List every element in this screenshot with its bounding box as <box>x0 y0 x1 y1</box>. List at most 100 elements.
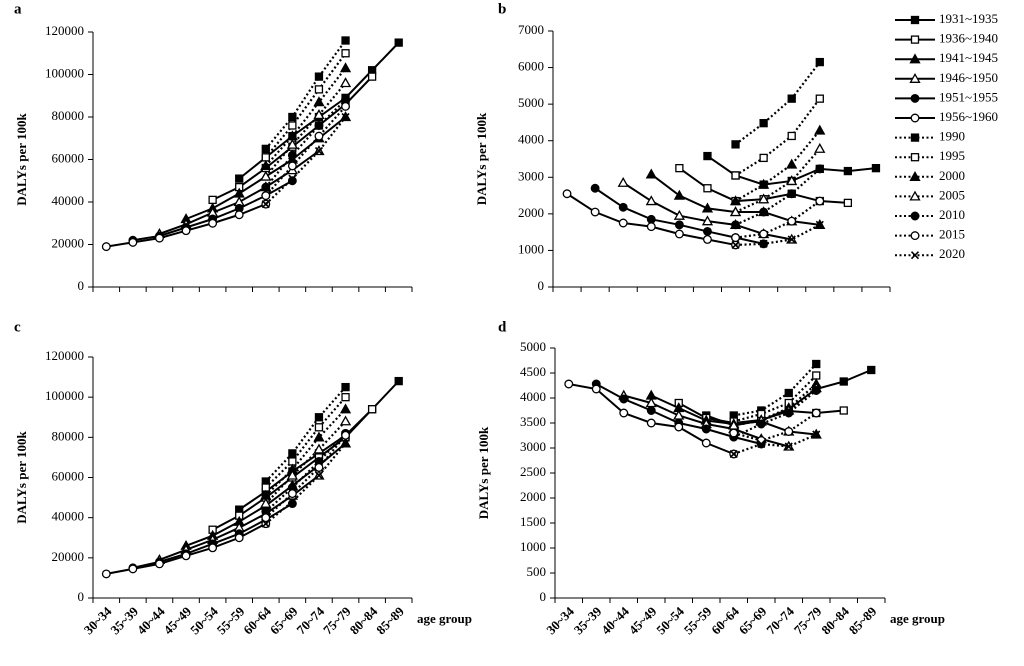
marker <box>731 233 740 243</box>
legend-label: 1990 <box>939 129 965 144</box>
legend-label: 2000 <box>939 168 965 183</box>
marker <box>674 422 684 432</box>
y-tick-label: 6000 <box>518 59 544 74</box>
marker <box>815 220 824 229</box>
y-tick-label: 4500 <box>520 364 546 379</box>
marker <box>288 497 297 506</box>
legend-label: 1956~1960 <box>939 109 998 124</box>
marker <box>314 471 324 480</box>
marker <box>812 430 821 439</box>
series-line <box>735 168 821 226</box>
marker <box>288 121 297 130</box>
series-line <box>735 223 821 247</box>
x-tick-label: 65~69 <box>267 603 301 637</box>
panel-label: d <box>498 319 507 335</box>
marker <box>701 424 711 434</box>
marker <box>128 237 138 247</box>
marker <box>646 418 656 428</box>
marker <box>341 112 350 122</box>
marker <box>729 449 738 459</box>
y-tick-label: 120000 <box>45 348 84 363</box>
legend-marker <box>910 35 920 44</box>
marker <box>313 96 325 107</box>
marker <box>674 220 684 230</box>
marker <box>703 235 712 244</box>
y-tick-label: 500 <box>527 564 547 579</box>
legend-marker <box>909 53 921 64</box>
marker <box>339 415 352 426</box>
marker <box>619 408 629 418</box>
marker <box>729 206 742 217</box>
series-line <box>264 105 347 197</box>
legend-label: 1946~1950 <box>939 70 998 85</box>
marker <box>787 94 796 103</box>
marker <box>784 427 794 436</box>
marker <box>867 365 876 375</box>
marker <box>839 377 848 386</box>
marker <box>261 513 271 523</box>
marker <box>759 207 769 217</box>
legend-label: 2020 <box>939 246 965 261</box>
marker <box>261 191 271 201</box>
panel-label: a <box>14 1 22 17</box>
marker <box>815 196 825 206</box>
marker <box>288 112 297 122</box>
x-tick-label: 50~54 <box>653 603 687 637</box>
x-tick-label: 75~79 <box>791 603 825 637</box>
series-line <box>264 99 347 188</box>
y-tick-label: 0 <box>78 589 85 604</box>
series-line <box>733 389 817 438</box>
marker <box>341 393 350 402</box>
marker <box>787 131 796 141</box>
y-tick-label: 5000 <box>520 339 546 354</box>
series-line <box>264 82 347 178</box>
y-tick-label: 0 <box>78 278 85 293</box>
marker <box>155 559 164 569</box>
series-line <box>265 116 347 205</box>
marker <box>287 150 297 160</box>
marker <box>646 222 656 232</box>
legend-label: 2005 <box>939 187 965 202</box>
marker <box>756 419 766 429</box>
marker <box>731 220 740 230</box>
legend-marker <box>909 190 921 201</box>
marker <box>261 153 270 162</box>
x-tick-label: 70~74 <box>293 603 327 637</box>
marker <box>339 403 352 414</box>
series-line <box>733 363 818 417</box>
marker <box>759 153 768 163</box>
marker <box>101 242 111 252</box>
marker <box>235 174 244 183</box>
series-line <box>264 420 347 505</box>
marker <box>261 200 270 209</box>
marker <box>339 77 352 88</box>
marker <box>731 140 740 149</box>
x-tick-label: 75~79 <box>320 603 354 637</box>
series-line <box>734 97 821 177</box>
marker <box>286 469 298 480</box>
panel-label: c <box>14 319 21 335</box>
marker <box>341 49 350 58</box>
marker <box>288 174 297 183</box>
legend-marker <box>909 170 921 181</box>
marker <box>313 431 325 442</box>
marker <box>673 189 685 200</box>
marker <box>811 408 821 418</box>
marker <box>341 101 350 111</box>
marker <box>675 163 684 173</box>
y-tick-label: 2500 <box>520 464 546 479</box>
y-tick-label: 0 <box>538 278 545 293</box>
marker <box>314 72 324 81</box>
legend-marker <box>910 251 920 260</box>
marker <box>562 189 572 199</box>
marker <box>701 202 714 213</box>
marker <box>729 195 742 206</box>
marker <box>673 209 685 220</box>
marker <box>234 210 244 220</box>
legend-label: 2015 <box>939 227 965 242</box>
marker <box>731 240 740 250</box>
marker <box>314 423 324 432</box>
y-tick-label: 3500 <box>520 414 546 429</box>
y-tick-label: 2000 <box>518 205 544 220</box>
y-axis-label: DALYs per 100k <box>474 112 489 205</box>
